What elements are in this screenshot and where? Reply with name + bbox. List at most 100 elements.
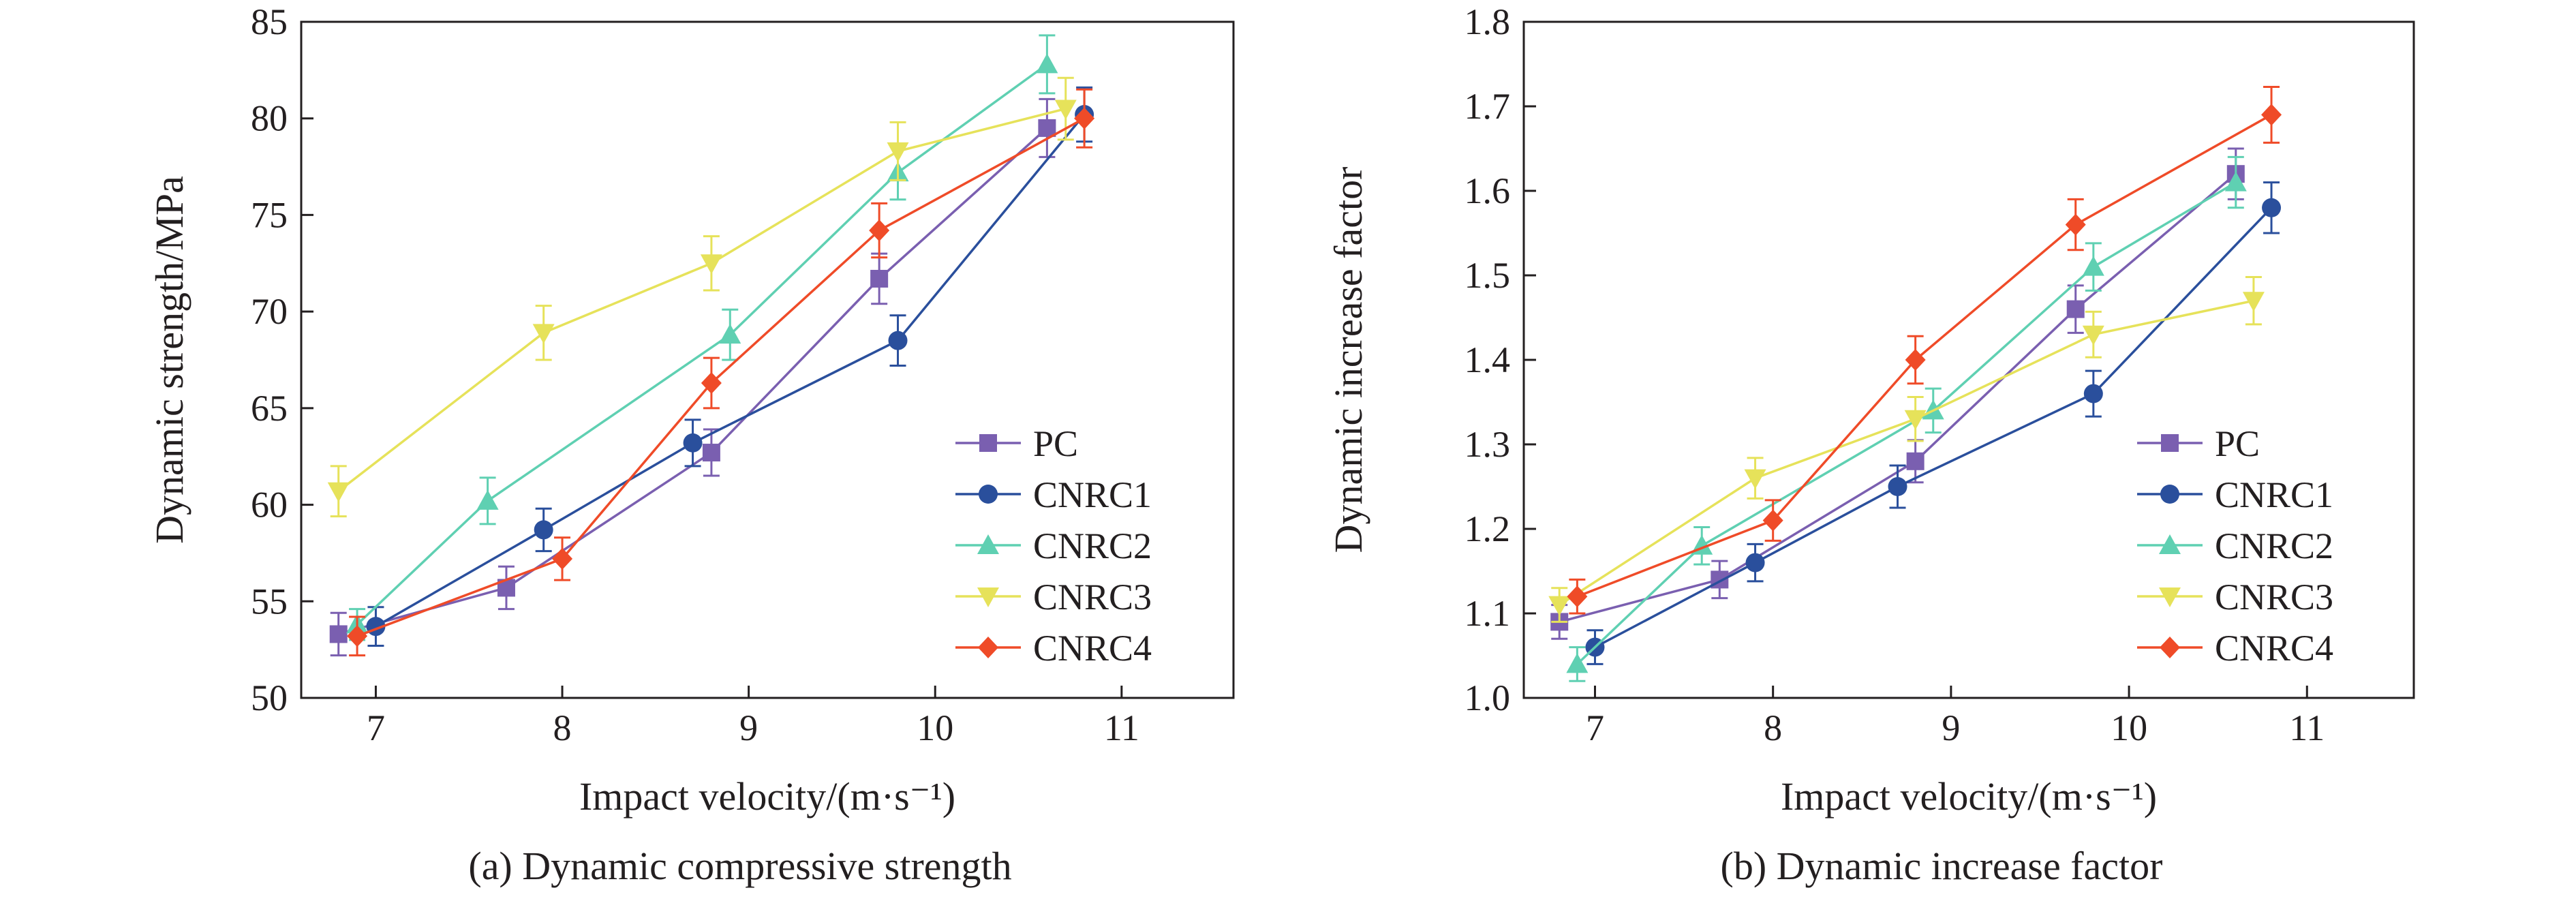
legend-item: CNRC1 [955, 474, 1152, 515]
x-tick-label: 9 [739, 707, 758, 748]
data-point [2261, 104, 2282, 126]
data-point [1745, 553, 1765, 572]
series-cnrc4 [1567, 85, 2282, 615]
data-point [888, 331, 908, 350]
y-tick-label: 55 [251, 581, 288, 622]
data-point [1888, 477, 1907, 496]
data-point [532, 324, 555, 344]
y-tick-label: 1.8 [1465, 1, 1511, 42]
data-point [1038, 119, 1056, 137]
data-point [2083, 384, 2103, 403]
y-tick-label: 85 [251, 1, 288, 42]
x-axis-label: Impact velocity/(m·s⁻¹) [579, 774, 955, 819]
series-cnrc4 [347, 88, 1095, 657]
series-line [338, 127, 1048, 636]
data-point [2082, 325, 2104, 346]
legend-label: CNRC4 [1033, 628, 1152, 669]
x-tick-label: 7 [367, 707, 385, 748]
data-point [347, 625, 368, 647]
data-point [1762, 509, 1783, 532]
data-point [552, 547, 573, 570]
data-point [1074, 107, 1095, 129]
series-cnrc3 [327, 76, 1077, 518]
data-point [1905, 349, 1926, 371]
y-tick-label: 65 [251, 388, 288, 429]
y-tick-label: 1.7 [1465, 86, 1511, 127]
data-point [700, 254, 722, 275]
data-point [534, 520, 553, 540]
y-tick-label: 1.5 [1465, 255, 1511, 296]
legend-item: PC [955, 423, 1078, 464]
x-axis-label: Impact velocity/(m·s⁻¹) [1781, 774, 2157, 819]
legend-item: CNRC3 [2137, 577, 2333, 617]
legend-item: CNRC1 [2137, 474, 2333, 515]
legend-label: PC [1033, 423, 1078, 464]
data-point [1744, 469, 1766, 489]
series-line [1576, 113, 2272, 598]
y-tick-label: 60 [251, 485, 288, 525]
legend-item: CNRC4 [955, 628, 1152, 669]
legend-marker [978, 637, 998, 658]
legend-label: CNRC2 [1033, 525, 1152, 566]
x-tick-label: 10 [2111, 707, 2147, 748]
y-tick-label: 1.1 [1465, 593, 1511, 634]
series-line [1559, 172, 2237, 624]
x-tick-label: 8 [553, 707, 572, 748]
y-tick-label: 70 [251, 291, 288, 332]
data-point [870, 269, 889, 288]
data-point [1906, 452, 1925, 470]
data-point [683, 433, 703, 453]
legend-marker [977, 587, 999, 607]
panel-caption: (a) Dynamic compressive strength [468, 844, 1011, 888]
y-tick-label: 1.3 [1465, 424, 1511, 465]
data-point [701, 372, 722, 395]
legend-label: CNRC3 [2215, 577, 2333, 617]
legend-marker [2160, 485, 2179, 504]
data-point [1036, 53, 1058, 74]
legend-marker [2159, 534, 2181, 554]
series-cnrc2 [1566, 155, 2247, 682]
data-point [1566, 653, 1589, 673]
series-cnrc2 [346, 34, 1058, 641]
x-tick-label: 10 [917, 707, 953, 748]
legend-item: CNRC3 [955, 577, 1152, 617]
data-point [1054, 100, 1077, 120]
x-tick-label: 11 [1104, 707, 1139, 748]
panel-caption: (b) Dynamic increase factor [1721, 844, 2163, 888]
data-point [2224, 171, 2247, 192]
chart-panel-a: 7 8 9 10 11 50 55 60 65 70 75 80 85 Impact velocity/(… [147, 1, 1235, 888]
legend-marker [977, 534, 999, 554]
x-tick-label: 8 [1764, 707, 1782, 748]
y-axis-label: Dynamic increase factor [1326, 167, 1370, 553]
series-line [356, 117, 1085, 637]
y-tick-label: 75 [251, 194, 288, 235]
y-tick-label: 1.2 [1465, 508, 1511, 549]
legend-marker [979, 434, 997, 452]
series-line [337, 107, 1067, 493]
y-tick-label: 80 [251, 98, 288, 139]
data-point [329, 625, 348, 643]
y-tick-label: 1.6 [1465, 170, 1511, 211]
data-point [887, 142, 909, 162]
data-point [869, 219, 890, 242]
data-point [719, 324, 741, 344]
data-point [327, 482, 350, 502]
legend-item: CNRC2 [2137, 525, 2333, 566]
legend-marker [2161, 434, 2179, 452]
data-point [1567, 585, 1588, 608]
series-pc [329, 97, 1056, 657]
legend-label: CNRC4 [2215, 628, 2333, 669]
data-point [702, 444, 720, 462]
data-point [1548, 596, 1571, 616]
y-tick-label: 1.4 [1465, 339, 1511, 380]
legend-marker [979, 485, 998, 504]
legend-marker [2160, 637, 2180, 658]
plot-frame [300, 20, 1235, 699]
data-point [476, 489, 499, 510]
data-point [2082, 256, 2104, 276]
x-tick-label: 11 [2289, 707, 2325, 748]
legend-item: CNRC2 [955, 525, 1152, 566]
legend-label: CNRC3 [1033, 577, 1152, 617]
series-line [356, 63, 1048, 626]
series-line [1559, 299, 2254, 607]
